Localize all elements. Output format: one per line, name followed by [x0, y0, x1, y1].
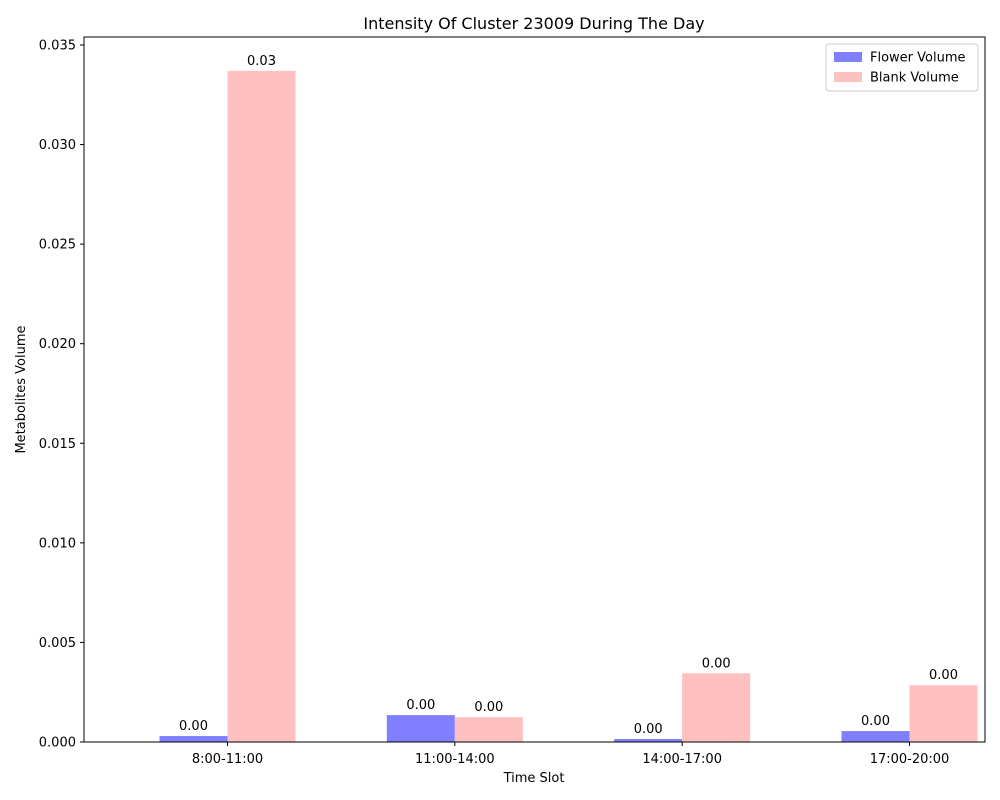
chart-title: Intensity Of Cluster 23009 During The Da…	[363, 14, 704, 33]
y-tick-label: 0.015	[39, 437, 76, 452]
legend-box	[825, 43, 979, 92]
flower-volume-bar-label: 0.00	[406, 698, 435, 713]
y-tick-label: 0.020	[39, 337, 76, 352]
x-tick-label: 8:00-11:00	[192, 752, 263, 767]
flower-volume-bar-label: 0.00	[861, 714, 890, 729]
y-axis: 0.000 0.005 0.010 0.015 0.020 0.025 0.030 0.035	[39, 38, 84, 751]
blank-volume-bar	[682, 673, 751, 742]
y-tick-label: 0.000	[39, 736, 76, 751]
y-tick-label: 0.035	[39, 38, 76, 53]
blank-volume-bar-label: 0.00	[474, 700, 503, 715]
y-tick-label: 0.005	[39, 636, 76, 651]
flower-volume-bar-label: 0.00	[179, 719, 208, 734]
x-tick-label: 14:00-17:00	[642, 752, 722, 767]
x-axis: 8:00-11:00 11:00-14:00 14:00-17:00 17:00-20…	[192, 742, 949, 767]
x-tick-label: 17:00-20:00	[870, 752, 950, 767]
blank-volume-bar-label: 0.00	[929, 668, 958, 683]
legend: Flower Volume Blank Volume	[825, 43, 979, 92]
legend-swatch-flower-volume	[834, 52, 862, 62]
flower-volume-bar	[614, 739, 683, 742]
y-axis-label: Metabolites Volume	[14, 325, 29, 453]
legend-label-flower-volume: Flower Volume	[870, 51, 966, 66]
flower-volume-bar	[386, 715, 455, 742]
x-tick-label: 11:00-14:00	[415, 752, 495, 767]
x-axis-label: Time Slot	[503, 771, 565, 786]
flower-volume-bar-label: 0.00	[634, 722, 663, 737]
blank-volume-bar	[454, 717, 523, 742]
blank-volume-bar	[909, 685, 978, 742]
y-tick-label: 0.030	[39, 138, 76, 153]
flower-volume-bar	[159, 736, 228, 742]
flower-volume-bar	[841, 731, 910, 742]
blank-volume-bar	[227, 70, 296, 742]
legend-label-blank-volume: Blank Volume	[870, 71, 959, 86]
y-tick-label: 0.025	[39, 238, 76, 253]
bar-labels-group: 0.00 0.03 0.00 0.00 0.00 0.00 0.00 0.00	[179, 54, 958, 737]
legend-swatch-blank-volume	[834, 72, 862, 82]
bars-group	[159, 70, 978, 742]
blank-volume-bar-label: 0.03	[247, 54, 276, 69]
plot-frame	[83, 36, 986, 743]
blank-volume-bar-label: 0.00	[702, 656, 731, 671]
y-tick-label: 0.010	[39, 536, 76, 551]
